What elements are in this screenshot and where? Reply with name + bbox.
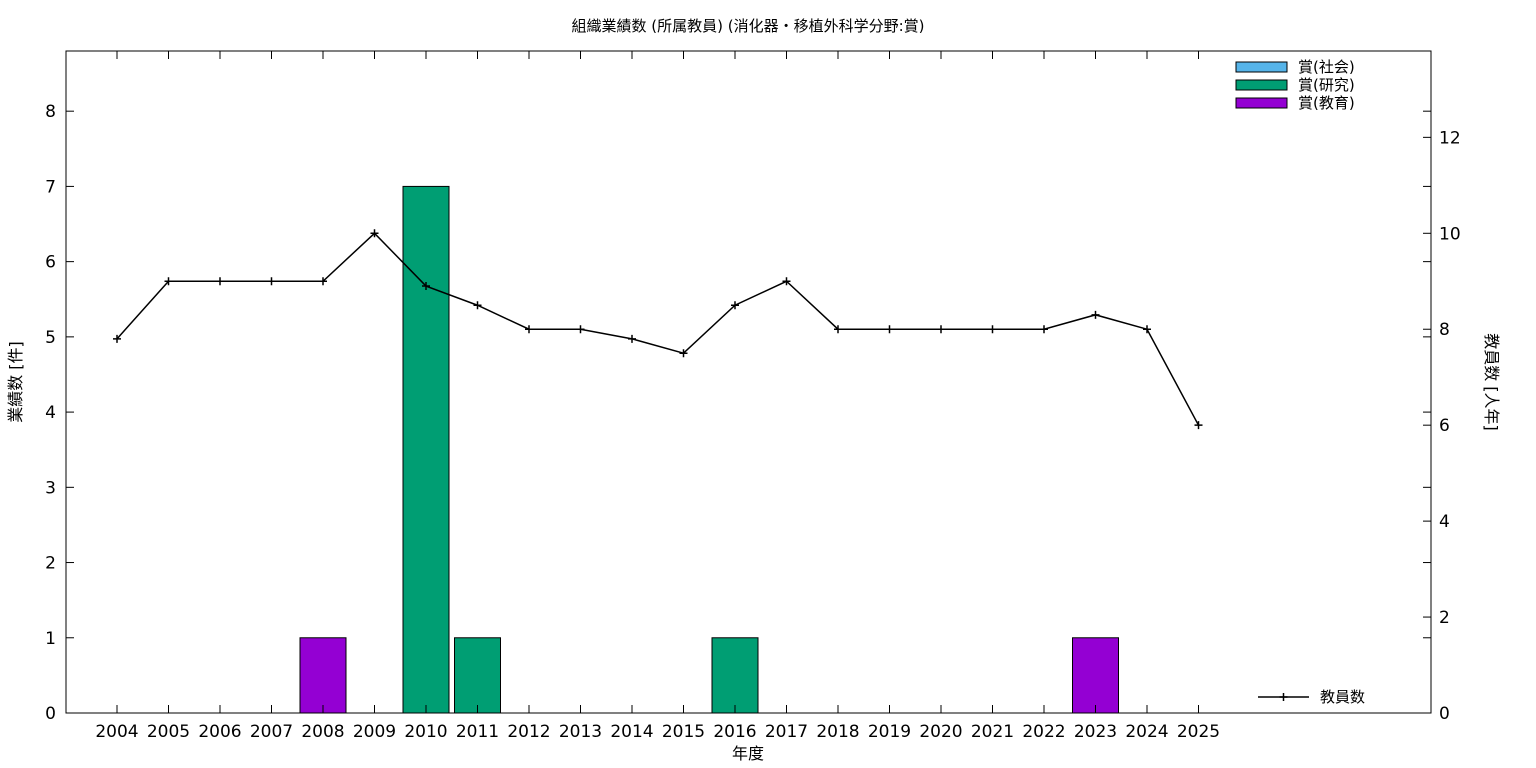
line-point-2017 bbox=[782, 277, 791, 286]
bar-2016-1 bbox=[711, 637, 759, 714]
x-tick-label: 2016 bbox=[713, 722, 756, 742]
line-point-2024 bbox=[1143, 325, 1151, 334]
legend-label-1: 賞(研究) bbox=[1298, 76, 1355, 94]
line-point-2015 bbox=[679, 349, 688, 358]
line-point-2013 bbox=[576, 325, 585, 334]
x-tick-label: 2007 bbox=[250, 722, 293, 742]
line-point-2004 bbox=[113, 334, 121, 343]
legend: 賞(社会)賞(研究)賞(教育) bbox=[1235, 58, 1355, 112]
bar-2010-1 bbox=[402, 185, 450, 714]
y-tick-label: 0 bbox=[45, 704, 56, 724]
y2-tick-label: 10 bbox=[1439, 224, 1461, 244]
bar-2023-2 bbox=[1072, 637, 1119, 714]
x-tick-label: 2022 bbox=[1022, 722, 1065, 742]
x-tick-label: 2020 bbox=[919, 722, 962, 742]
line-point-2010 bbox=[422, 282, 430, 291]
y-tick-label: 7 bbox=[45, 177, 56, 197]
y2-tick-label: 8 bbox=[1439, 320, 1450, 340]
x-tick-label: 2025 bbox=[1177, 722, 1220, 742]
x-tick-label: 2011 bbox=[456, 722, 499, 742]
x-tick-label: 2017 bbox=[765, 722, 808, 742]
chart-title: 組織業績数 (所属教員) (消化器・移植外科学分野:賞) bbox=[571, 17, 924, 35]
line-point-2025 bbox=[1194, 421, 1203, 430]
x-tick-label: 2015 bbox=[662, 722, 705, 742]
y-tick-label: 6 bbox=[45, 253, 56, 273]
legend-line-marker bbox=[1279, 693, 1288, 701]
line-point-2016 bbox=[731, 301, 739, 310]
line-series-group bbox=[113, 229, 1203, 430]
legend-label-0: 賞(社会) bbox=[1298, 58, 1355, 76]
line-point-2012 bbox=[525, 325, 533, 334]
legend-swatch-2 bbox=[1235, 97, 1288, 109]
y2-tick-label: 2 bbox=[1439, 608, 1450, 628]
y-tick-label: 4 bbox=[45, 403, 56, 423]
line-point-2011 bbox=[473, 301, 482, 310]
x-tick-label: 2019 bbox=[868, 722, 911, 742]
y-tick-label: 1 bbox=[45, 629, 56, 649]
line-point-2022 bbox=[1040, 325, 1048, 334]
x-tick-label: 2023 bbox=[1074, 722, 1117, 742]
y2-tick-label: 0 bbox=[1439, 704, 1450, 724]
x-axis-label: 年度 bbox=[732, 744, 764, 763]
line-point-2021 bbox=[988, 325, 997, 334]
plot-area bbox=[65, 50, 1432, 714]
line-point-2009 bbox=[370, 229, 379, 238]
line-point-2005 bbox=[164, 277, 173, 286]
y-tick-label: 5 bbox=[45, 328, 56, 348]
x-tick-label: 2005 bbox=[147, 722, 190, 742]
line-point-2014 bbox=[628, 334, 636, 343]
y2-tick-label: 6 bbox=[1439, 416, 1450, 436]
y2-tick-label: 12 bbox=[1439, 128, 1461, 148]
legend-line: 教員数 bbox=[1258, 688, 1365, 706]
x-tick-label: 2010 bbox=[404, 722, 447, 742]
x-tick-label: 2014 bbox=[610, 722, 653, 742]
y-axis-label: 業績数 [件] bbox=[6, 341, 25, 423]
legend-swatch-1 bbox=[1235, 79, 1288, 91]
line-point-2006 bbox=[216, 277, 224, 286]
line-point-2008 bbox=[319, 277, 327, 286]
y-tick-label: 3 bbox=[45, 478, 56, 498]
line-point-2023 bbox=[1091, 310, 1100, 319]
bar-2008-2 bbox=[299, 637, 347, 714]
line-point-2019 bbox=[885, 325, 894, 334]
x-tick-label: 2021 bbox=[971, 722, 1014, 742]
x-tick-label: 2006 bbox=[198, 722, 241, 742]
y-tick-label: 2 bbox=[45, 554, 56, 574]
legend-swatch-0 bbox=[1235, 61, 1288, 73]
line-point-2007 bbox=[267, 277, 276, 286]
x-tick-label: 2004 bbox=[95, 722, 138, 742]
x-tick-label: 2024 bbox=[1125, 722, 1168, 742]
x-tick-label: 2009 bbox=[353, 722, 396, 742]
y2-tick-label: 4 bbox=[1439, 512, 1450, 532]
x-tick-label: 2012 bbox=[507, 722, 550, 742]
line-point-2020 bbox=[937, 325, 945, 334]
x-tick-label: 2013 bbox=[559, 722, 602, 742]
y-tick-label: 8 bbox=[45, 102, 56, 122]
line-0 bbox=[116, 232, 1200, 426]
legend-line-label: 教員数 bbox=[1320, 688, 1365, 706]
legend-label-2: 賞(教育) bbox=[1298, 94, 1355, 112]
bar-2011-1 bbox=[454, 637, 501, 714]
bars-group bbox=[299, 185, 1119, 714]
y2-axis-label: 教員数 [人年] bbox=[1482, 333, 1501, 431]
x-tick-label: 2008 bbox=[301, 722, 344, 742]
line-point-2018 bbox=[834, 325, 842, 334]
x-tick-label: 2018 bbox=[816, 722, 859, 742]
